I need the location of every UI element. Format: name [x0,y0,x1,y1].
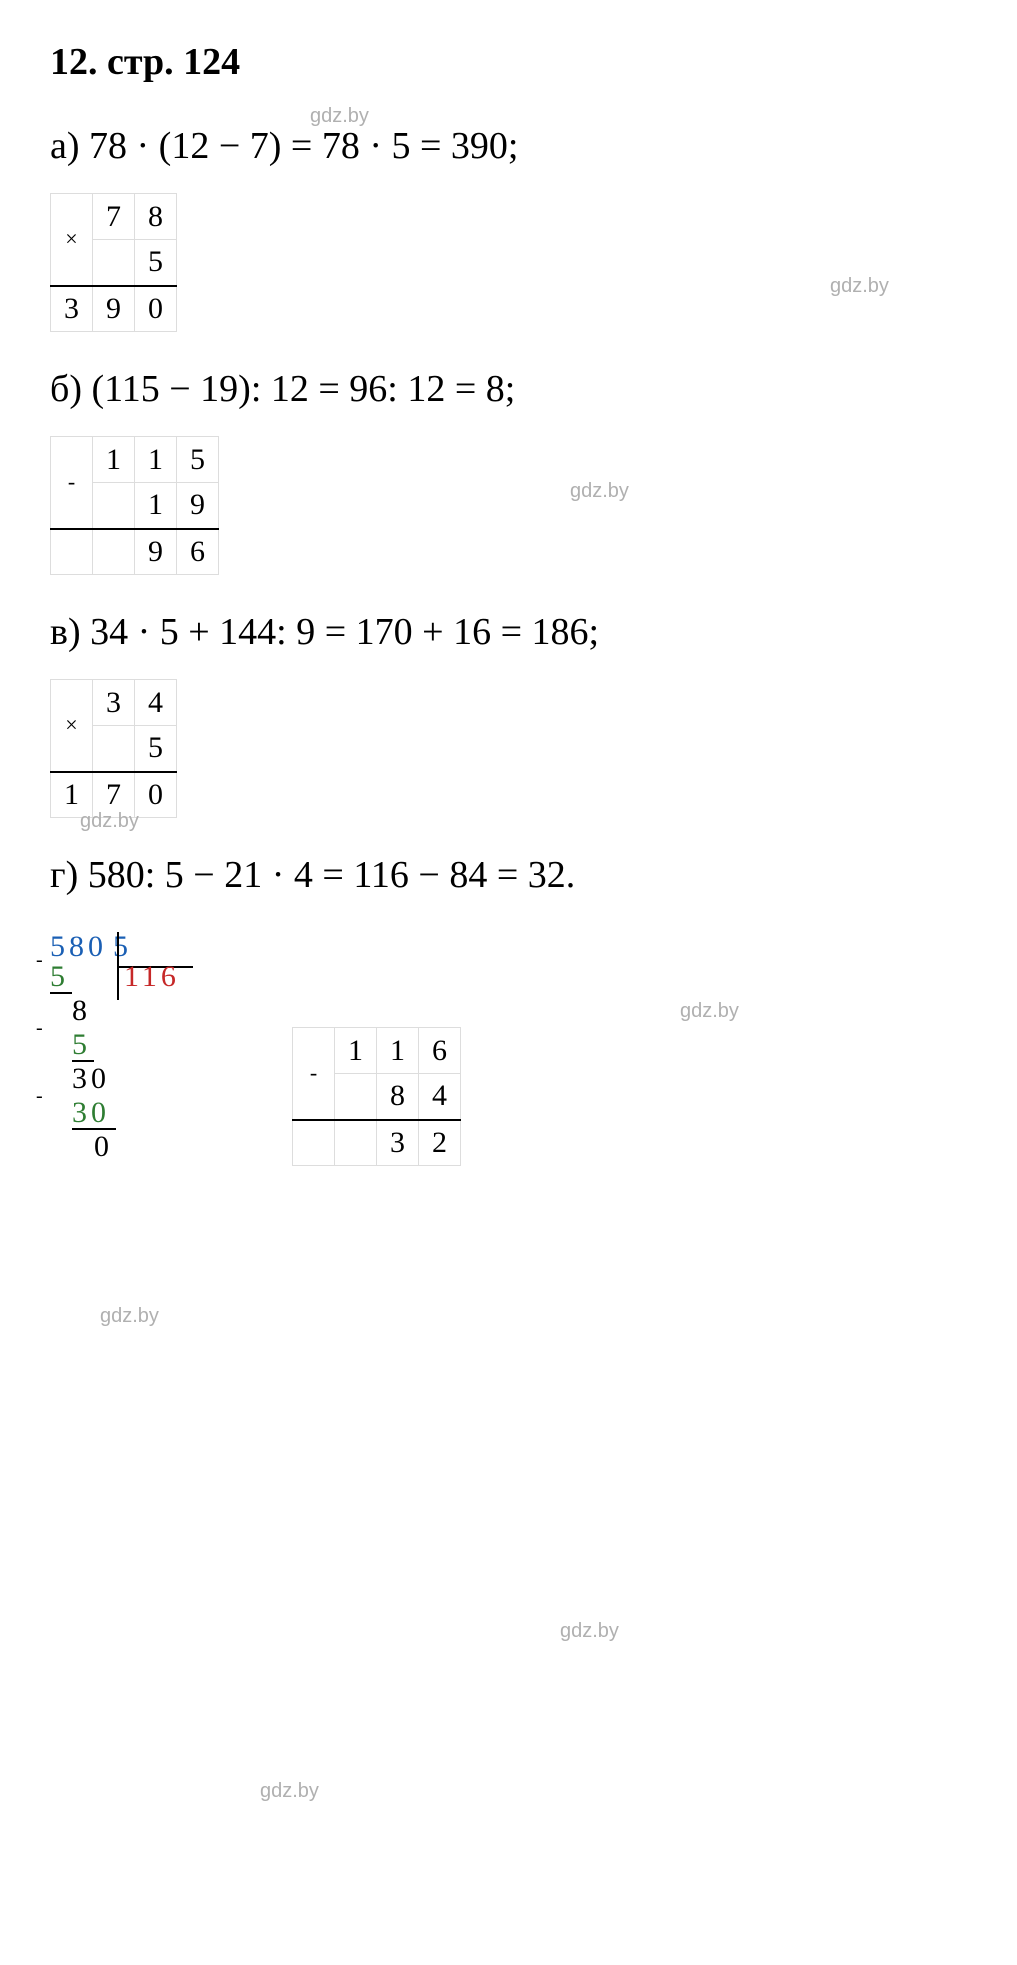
watermark: gdz.by [570,480,629,503]
digit-cell: 9 [177,483,219,529]
digit-cell: 8 [377,1074,419,1120]
digit-cell: 3 [93,680,135,726]
subtraction-b: - 1 1 5 1 9 9 6 [50,436,219,575]
digit-cell: 5 [177,437,219,483]
digit-cell [293,1120,335,1166]
digit-cell [335,1120,377,1166]
digit-cell: 1 [377,1028,419,1074]
op-symbol: - [293,1028,335,1120]
watermark: gdz.by [830,275,889,298]
equation-d: г) 580: 5 − 21 · 4 = 116 − 84 = 32. [50,853,967,897]
page-title: 12. стр. 124 [50,40,967,84]
digit-cell [335,1074,377,1120]
digit-cell: 7 [93,194,135,240]
digit-cell: 9 [93,286,135,332]
multiplication-c: × 3 4 5 1 7 0 [50,679,177,818]
digit-cell: 3 [51,286,93,332]
op-symbol: × [51,680,93,772]
digit-cell: 5 [135,726,177,772]
digit-cell: 4 [135,680,177,726]
multiplication-a: × 7 8 5 3 9 0 [50,193,177,332]
watermark: gdz.by [560,1620,619,1643]
subtraction-d: - 1 1 6 8 4 3 2 [292,1027,461,1166]
equation-b: б) (115 − 19): 12 = 96: 12 = 8; [50,367,967,411]
digit-cell: 1 [335,1028,377,1074]
long-division-d: 58055-11685-3030-0 [50,932,132,1166]
digit-cell: 9 [135,529,177,575]
op-symbol: × [51,194,93,286]
watermark: gdz.by [100,1305,159,1328]
digit-cell: 1 [135,483,177,529]
equation-a: а) 78 · (12 − 7) = 78 · 5 = 390; [50,124,967,168]
digit-cell: 4 [419,1074,461,1120]
digit-cell: 6 [419,1028,461,1074]
digit-cell [51,529,93,575]
watermark: gdz.by [260,1780,319,1803]
digit-cell: 1 [93,437,135,483]
digit-cell [93,726,135,772]
digit-cell: 8 [135,194,177,240]
digit-cell: 7 [93,772,135,818]
digit-cell: 5 [135,240,177,286]
digit-cell [93,483,135,529]
op-symbol: - [51,437,93,529]
digit-cell: 1 [135,437,177,483]
digit-cell: 0 [135,772,177,818]
digit-cell: 6 [177,529,219,575]
digit-cell: 1 [51,772,93,818]
digit-cell: 3 [377,1120,419,1166]
digit-cell: 0 [135,286,177,332]
digit-cell [93,240,135,286]
equation-c: в) 34 · 5 + 144: 9 = 170 + 16 = 186; [50,610,967,654]
digit-cell: 2 [419,1120,461,1166]
digit-cell [93,529,135,575]
